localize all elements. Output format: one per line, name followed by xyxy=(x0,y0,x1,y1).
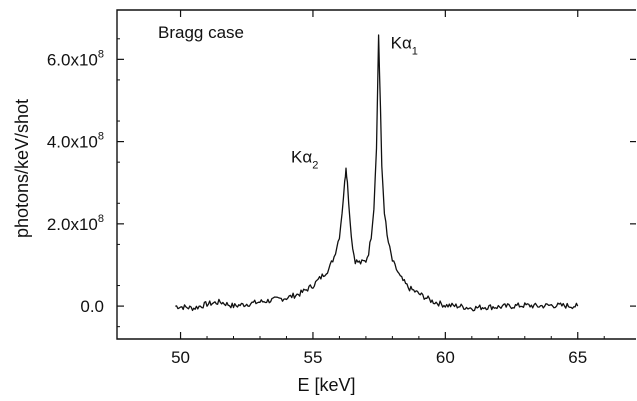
y-tick-label-mantissa: 4.0x10 xyxy=(47,133,98,152)
y-tick-label-mantissa: 0.0 xyxy=(80,297,104,316)
y-tick-label-mantissa: 2.0x10 xyxy=(47,215,98,234)
axes-box xyxy=(116,9,636,340)
x-tick-label: 55 xyxy=(303,348,322,367)
x-tick-label: 65 xyxy=(568,348,587,367)
x-tick-label: 60 xyxy=(436,348,455,367)
chart-annotation: Bragg case xyxy=(158,23,244,42)
y-tick-label: 0.0 xyxy=(80,297,104,316)
series-line xyxy=(175,34,579,312)
x-axis-label: E [keV] xyxy=(297,375,355,395)
y-tick-label: 6.0x108 xyxy=(47,48,104,69)
peak-label: Kα1 xyxy=(391,34,418,58)
peak-label-main: Kα xyxy=(391,34,412,53)
peak-label-sub: 2 xyxy=(312,159,318,171)
peak-label-sub: 1 xyxy=(412,46,418,58)
y-tick-label: 2.0x108 xyxy=(47,213,104,234)
y-tick-label: 4.0x108 xyxy=(47,131,104,152)
y-tick-label-exponent: 8 xyxy=(98,131,104,143)
y-tick-label-exponent: 8 xyxy=(98,213,104,225)
peak-label-main: Kα xyxy=(291,147,312,166)
y-axis-label: photons/keV/shot xyxy=(12,99,32,238)
axis-ticks xyxy=(117,10,636,339)
plot-frame xyxy=(116,9,636,340)
series-layer xyxy=(175,34,579,312)
y-tick-label-exponent: 8 xyxy=(98,48,104,60)
peak-label: Kα2 xyxy=(291,147,318,171)
x-tick-label: 50 xyxy=(171,348,190,367)
y-tick-label-mantissa: 6.0x10 xyxy=(47,50,98,69)
